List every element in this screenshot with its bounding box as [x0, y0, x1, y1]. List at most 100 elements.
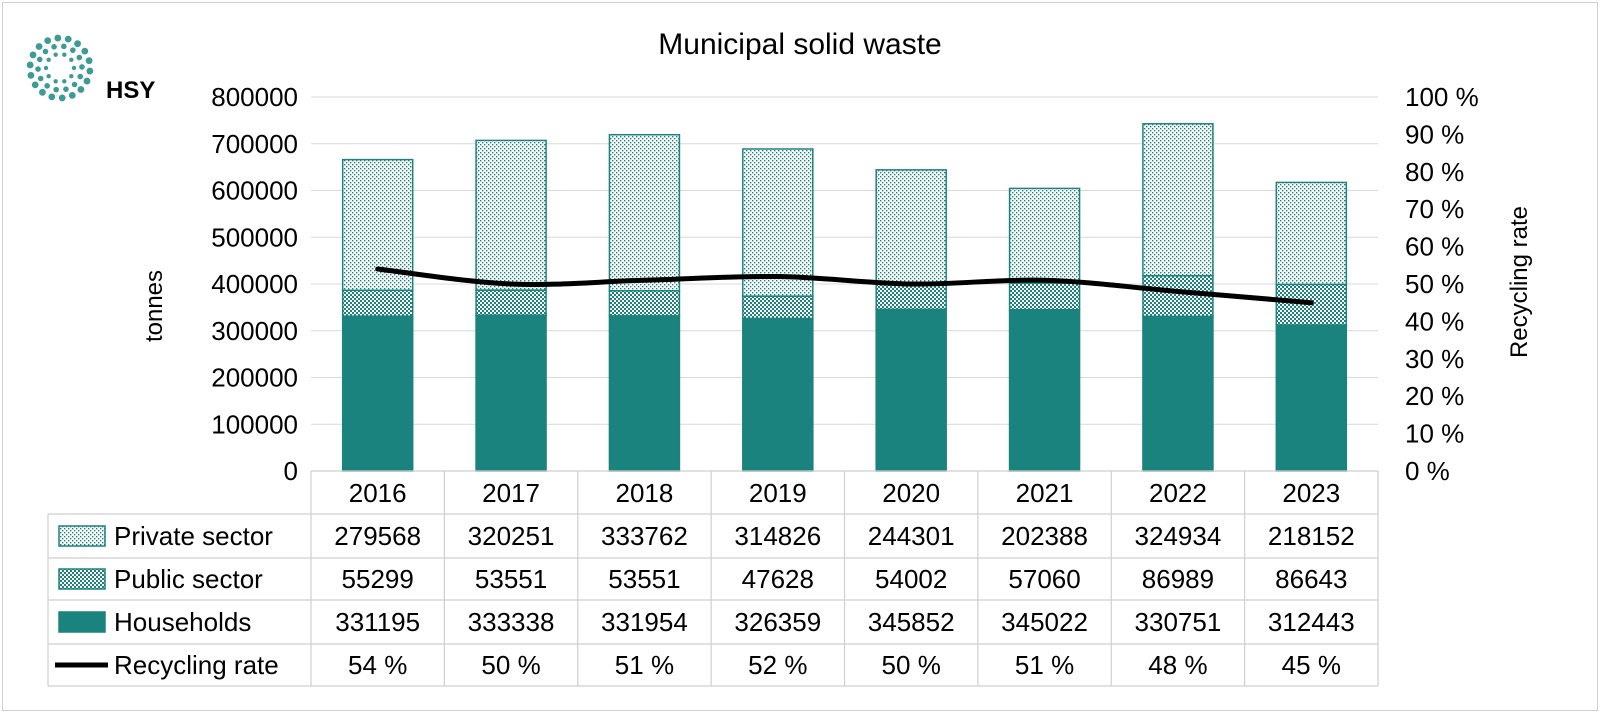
logo-dot — [86, 67, 94, 75]
logo-dot — [77, 73, 84, 80]
y-tick-label: 0 — [284, 456, 298, 486]
table-cell: 53551 — [475, 564, 547, 594]
y-tick-label: 700000 — [211, 129, 298, 159]
table-cell: 54 % — [348, 650, 407, 680]
gridlines — [311, 96, 1378, 472]
category-label: 2019 — [749, 478, 807, 508]
bar-private-sector — [608, 133, 681, 292]
logo-dot — [62, 52, 67, 57]
logo-dot — [69, 57, 74, 62]
logo-dot — [79, 64, 85, 70]
category-label: 2020 — [882, 478, 940, 508]
table-cell: 47628 — [742, 564, 814, 594]
recycling-line — [375, 266, 1314, 306]
bar-public-sector — [875, 283, 947, 311]
logo-text: HSY — [106, 77, 155, 104]
bar-households — [1275, 324, 1348, 472]
table-cell: 331195 — [335, 607, 420, 637]
row-label: Households — [114, 607, 251, 637]
table-cell: 330751 — [1135, 607, 1222, 637]
row-label: Recycling rate — [114, 650, 279, 680]
table-cell: 312443 — [1268, 607, 1355, 637]
category-label: 2023 — [1282, 478, 1340, 508]
logo-swirl-icon — [26, 34, 94, 102]
category-label: 2021 — [1016, 478, 1074, 508]
table-cell: 51 % — [615, 650, 674, 680]
logo-dot — [62, 79, 67, 84]
y2-axis-label: Recycling rate — [1506, 206, 1533, 358]
table-cell: 48 % — [1148, 650, 1207, 680]
logo-dot — [42, 48, 49, 55]
bar-private-sector — [1008, 187, 1081, 284]
y-tick-label: 600000 — [211, 176, 298, 206]
y2-tick-label: 60 % — [1405, 232, 1464, 262]
y2-tick-label: 80 % — [1405, 157, 1464, 187]
y2-tick-label: 100 % — [1405, 82, 1479, 112]
table-cell: 326359 — [734, 607, 821, 637]
bar-public-sector — [1008, 282, 1081, 311]
bar-private-sector — [475, 139, 547, 291]
logo-dot — [53, 79, 58, 84]
row-label: Private sector — [114, 521, 273, 551]
logo-dot — [68, 91, 76, 99]
logo-dot — [76, 54, 83, 61]
category-label: 2018 — [616, 478, 674, 508]
logo-dot — [48, 93, 56, 101]
hsy-logo: HSY — [26, 34, 155, 104]
legend-key-households — [58, 611, 106, 633]
logo-dot — [31, 81, 39, 89]
category-label: 2016 — [349, 478, 407, 508]
logo-dot — [44, 83, 50, 89]
y2-tick-label: 0 % — [1405, 456, 1450, 486]
logo-dot — [26, 61, 34, 69]
logo-dot — [77, 86, 85, 93]
table-cell: 86989 — [1142, 564, 1214, 594]
y2-tick-label: 50 % — [1405, 269, 1464, 299]
logo-dot — [70, 47, 76, 53]
logo-dot — [69, 74, 74, 79]
y2-tick-label: 10 % — [1405, 419, 1464, 449]
logo-dot — [85, 57, 93, 65]
table-cell: 50 % — [882, 650, 941, 680]
logo-dot — [43, 65, 49, 71]
logo-dot — [74, 40, 81, 48]
y2-tick-label: 20 % — [1405, 381, 1464, 411]
logo-dot — [58, 94, 66, 102]
y-axis-label: tonnes — [141, 270, 168, 342]
y2-tick-label: 30 % — [1405, 344, 1464, 374]
legend-key-private-sector — [58, 525, 106, 547]
bar-public-sector — [608, 290, 681, 317]
table-cell: 86643 — [1275, 564, 1347, 594]
bar-households — [1142, 315, 1214, 472]
y-axis-ticks: 0 100000 200000 300000 400000 500000 600000 700… — [211, 82, 298, 486]
table-cell: 244301 — [868, 521, 955, 551]
logo-dot — [46, 57, 51, 62]
logo-dot — [53, 86, 59, 93]
table-cell: 331954 — [601, 607, 688, 637]
logo-dot — [63, 86, 69, 92]
bar-private-sector — [875, 169, 947, 285]
y2-tick-label: 40 % — [1405, 306, 1464, 336]
table-cell: 333762 — [601, 521, 688, 551]
bar-households — [742, 317, 814, 472]
logo-dot — [83, 77, 91, 85]
logo-dot — [61, 43, 67, 50]
bar-households — [875, 308, 947, 472]
logo-dot — [39, 88, 46, 96]
logo-dot — [46, 74, 51, 79]
table-cell: 202388 — [1001, 521, 1088, 551]
bar-public-sector — [742, 295, 814, 320]
table-cell: 279568 — [334, 521, 421, 551]
y2-axis-ticks: 0 % 10 % 20 % 30 % 40 % 50 % 60 % 70 % 80 % 90 % 1… — [1405, 82, 1479, 486]
table-cell: 55299 — [342, 564, 414, 594]
bar-public-sector — [1142, 274, 1214, 318]
table-cell: 320251 — [468, 521, 555, 551]
logo-dot — [81, 47, 89, 55]
table-cell: 53551 — [608, 564, 680, 594]
y-tick-label: 500000 — [211, 222, 298, 252]
logo-dot — [64, 35, 72, 43]
row-label: Public sector — [114, 564, 263, 594]
bar-public-sector — [475, 289, 547, 316]
logo-dot — [35, 43, 43, 50]
